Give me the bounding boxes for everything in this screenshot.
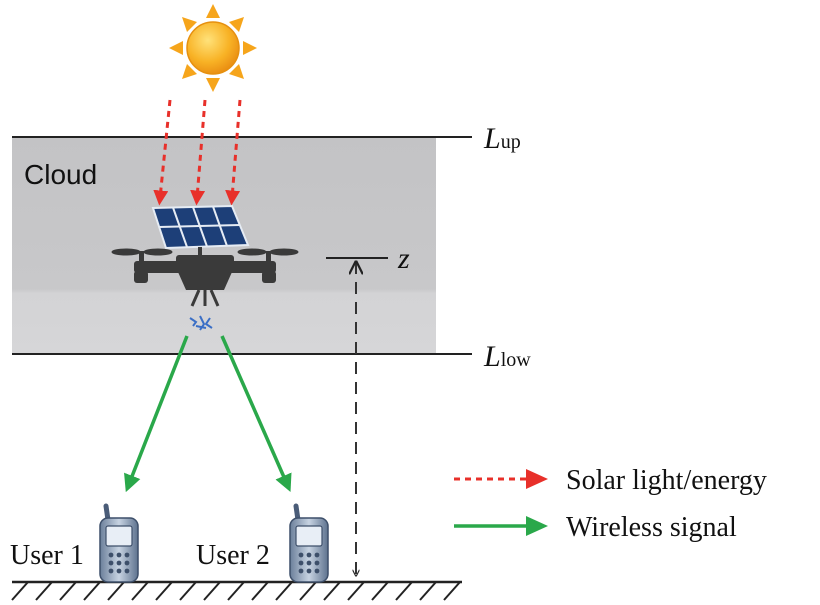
- solar-panel-icon: [151, 204, 250, 256]
- wireless-signal-arrows: [124, 335, 292, 493]
- solar-arrow-2: [190, 99, 207, 206]
- altitude-label: z: [397, 242, 410, 275]
- solar-light-arrows: [153, 99, 242, 206]
- user-1-label: User 1: [10, 540, 84, 571]
- wireless-arrow-user-1: [124, 335, 189, 493]
- solar-arrow-1: [153, 99, 172, 206]
- user-2-label: User 2: [196, 540, 270, 571]
- ground: [11, 580, 462, 601]
- signal-spark-icon: [189, 315, 213, 331]
- legend-solar-label: Solar light/energy: [566, 465, 767, 496]
- altitude-indicator: [326, 257, 388, 576]
- mobile-phone-icon: [99, 503, 139, 583]
- legend-wireless-label: Wireless signal: [566, 512, 737, 543]
- lower-layer-label: Llow: [483, 340, 531, 373]
- legend: Solar light/energy Wireless signal: [454, 465, 767, 543]
- solar-arrow-3: [225, 99, 242, 206]
- wireless-arrow-user-2: [220, 335, 292, 493]
- mobile-phone-icon: [289, 503, 329, 583]
- upper-layer-label: Lup: [483, 122, 521, 155]
- sun-icon: [169, 4, 257, 92]
- drone-icon: [111, 248, 299, 307]
- cloud-label: Cloud: [24, 159, 97, 190]
